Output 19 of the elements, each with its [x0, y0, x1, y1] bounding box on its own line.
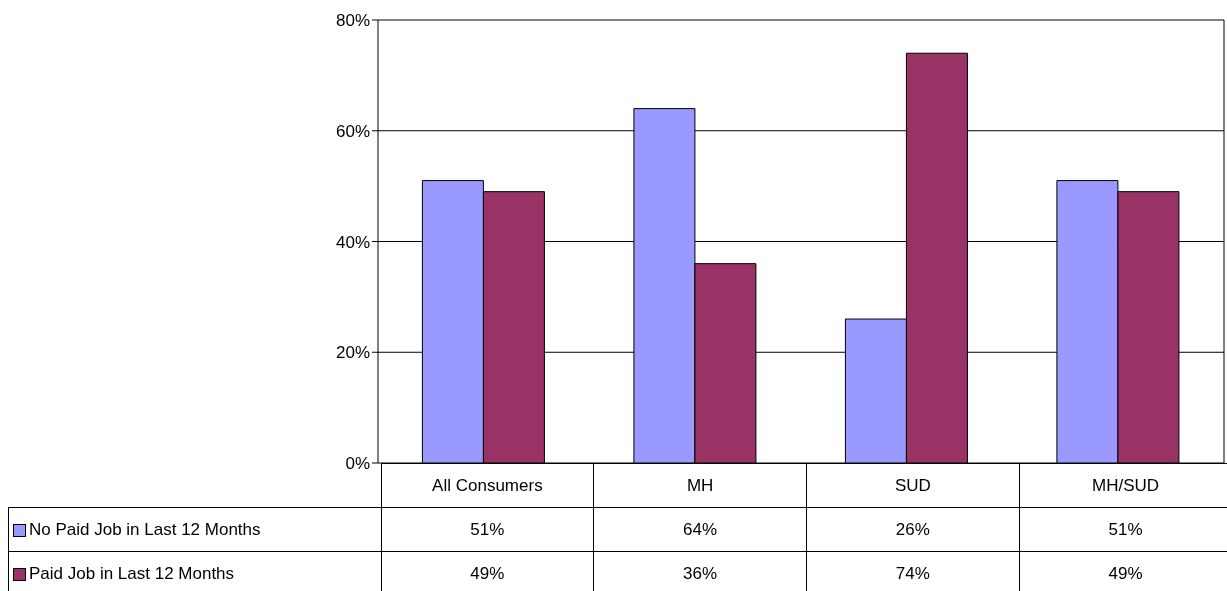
data-label: 51% — [1019, 507, 1227, 552]
y-tick-label: 0% — [345, 454, 370, 474]
x-tick-label: MH/SUD — [1019, 463, 1227, 508]
y-tick-label: 20% — [335, 343, 370, 363]
legend-label: No Paid Job in Last 12 Months — [8, 507, 381, 552]
data-label: 64% — [593, 507, 807, 552]
y-tick-label: 40% — [335, 232, 370, 252]
y-tick-label: 60% — [335, 121, 370, 141]
legend-label: Paid Job in Last 12 Months — [8, 551, 381, 591]
data-label: 51% — [381, 507, 594, 552]
data-label: 49% — [381, 551, 594, 591]
x-tick-label: MH — [593, 463, 807, 508]
data-label: 49% — [1019, 551, 1227, 591]
data-label: 36% — [593, 551, 807, 591]
data-label: 74% — [806, 551, 1020, 591]
x-tick-label: SUD — [806, 463, 1020, 508]
y-tick-label: 80% — [335, 11, 370, 31]
x-tick-label: All Consumers — [381, 463, 594, 508]
data-label: 26% — [806, 507, 1020, 552]
